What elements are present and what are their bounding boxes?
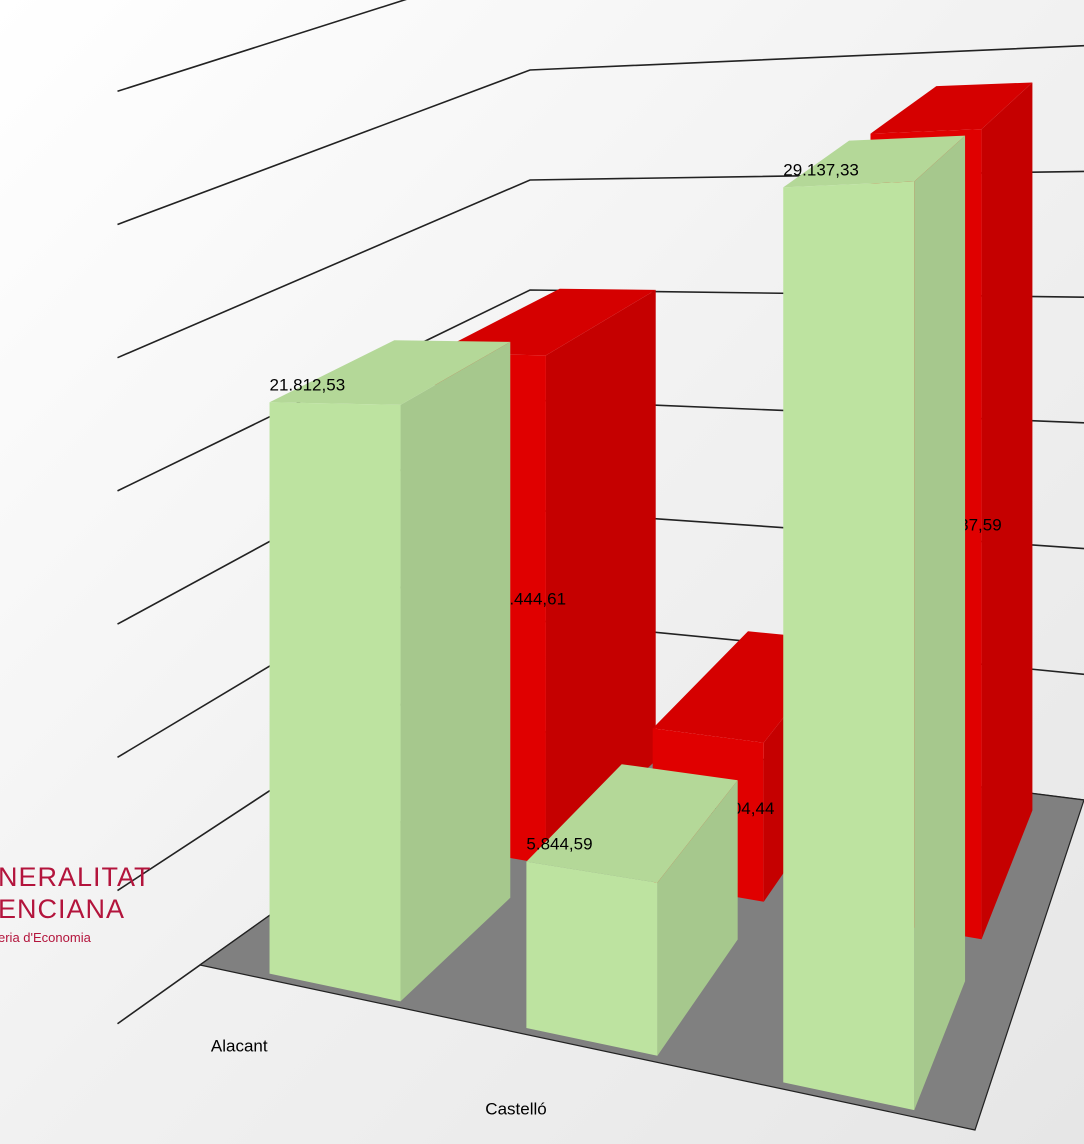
bar-top [526,764,738,883]
bar-top [269,340,511,405]
bar-front [526,861,658,1056]
grid-line [117,44,1084,226]
bar-top [870,82,1033,134]
value-label: 29.137,33 [783,160,859,179]
bar-top [783,135,966,188]
bar-side [657,780,738,1056]
bar-side [400,341,511,1002]
grid-line [117,0,407,93]
plot: 20.444,616.004,4428.837,5921.812,535.844… [198,82,1084,1131]
bar [526,764,738,1056]
x-tick-label: Alacant [211,1036,268,1055]
bar-side [914,135,966,1111]
bar-front [783,181,915,1111]
bar-top [434,288,656,356]
bar [269,340,511,1002]
logo-line: NERALITAT [0,862,152,892]
x-tick-label: Castelló [485,1099,546,1118]
value-label: 5.844,59 [526,835,592,854]
bar-front [269,402,401,1002]
value-label: 21.812,53 [270,375,346,394]
logo-line: ENCIANA [0,894,125,924]
bar [783,135,966,1111]
bar-side [981,82,1033,940]
logo-line: eria d'Economia [0,930,92,945]
bar-side [545,289,656,865]
